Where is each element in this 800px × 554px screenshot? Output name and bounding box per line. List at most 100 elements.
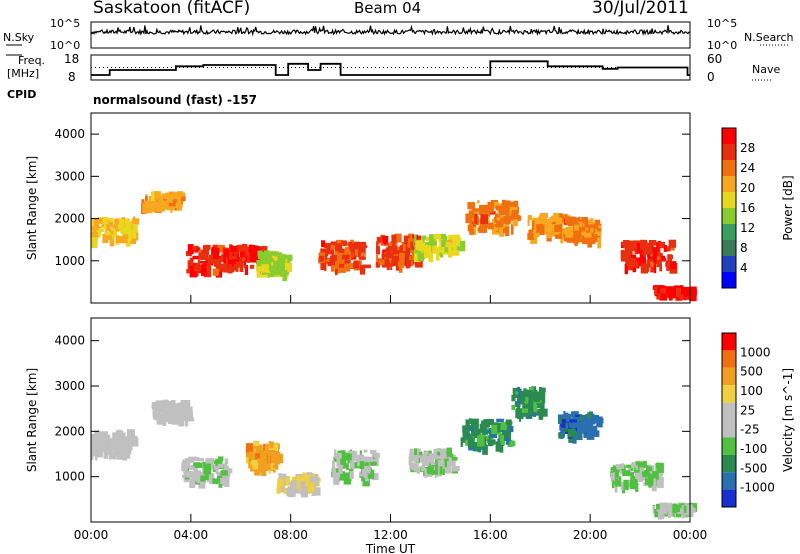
power-cell-6-34	[376, 241, 379, 252]
power-cell-3-44	[228, 256, 232, 268]
power-cell-10-68	[597, 232, 602, 236]
velocity-cell-2-88	[205, 465, 211, 472]
velocity-cell-7-50	[499, 435, 505, 445]
velocity-cell-3-75	[267, 454, 271, 464]
power-cell-10-89	[597, 237, 601, 249]
velocity-cell-5-48	[333, 457, 337, 463]
power-cell-7-59	[414, 253, 421, 263]
power-cell-0-22	[132, 218, 140, 225]
power-cell-9-40	[564, 214, 568, 221]
velocity-cell-4-60	[296, 476, 304, 483]
velocity-cell-7-2	[485, 435, 489, 442]
velocity-cell-6-77	[427, 466, 434, 475]
velocity-cell-4-87	[309, 477, 314, 487]
power-cell-5-29	[325, 243, 331, 249]
power-cell-8-54	[469, 228, 474, 235]
power-cell-3-68	[234, 251, 237, 256]
power-cell-12-87	[683, 288, 688, 292]
power-cell-1-34	[180, 199, 183, 206]
power-cell-6-24	[394, 233, 402, 243]
power-cell-7-7	[428, 252, 434, 263]
power-cell-5-42	[330, 262, 335, 272]
nave-label: Nave	[752, 63, 781, 76]
velocity-cell-8-49	[517, 386, 521, 391]
power-cell-5-83	[353, 261, 360, 269]
velocity-cell-4-81	[278, 473, 282, 479]
velocity-cell-7-55	[495, 441, 501, 452]
power-cell-11-72	[668, 239, 677, 248]
power-cell-2-76	[205, 268, 209, 276]
power-cell-12-81	[657, 289, 661, 300]
velocity-cell-0-47	[111, 437, 120, 448]
power-cell-10-71	[573, 235, 577, 242]
power-cell-11-64	[620, 250, 625, 259]
velocity-cell-2-32	[192, 473, 199, 477]
velocity-cell-4-88	[300, 481, 306, 491]
velocity-cell-4-11	[314, 487, 321, 496]
velocity-cell-9-59	[587, 426, 591, 432]
power-cell-5-47	[338, 247, 343, 257]
velocity-cell-3-84	[259, 465, 267, 473]
velocity-cell-2-87	[220, 470, 228, 476]
power-cell-11-30	[646, 252, 651, 258]
power-cell-6-89	[398, 261, 405, 268]
velocity-cell-2-35	[208, 465, 215, 470]
velocity-cell-11-76	[670, 506, 673, 517]
power-cell-8-89	[488, 223, 494, 230]
velocity-cell-5-27	[371, 472, 379, 481]
power-cell-8-69	[465, 213, 473, 224]
velocity-cell-10-82	[652, 471, 656, 480]
velocity-cell-5-80	[346, 453, 352, 461]
velocity-cell-5-1	[371, 453, 376, 458]
velocity-cell-8-83	[518, 388, 522, 398]
nave-tick-top: 60	[707, 52, 722, 66]
power-cell-0-77	[102, 217, 108, 225]
power-cell-5-5	[362, 255, 365, 260]
velocity-cell-3-76	[252, 459, 258, 470]
velocity-cell-9-81	[566, 413, 572, 422]
velocity-ytick-label-0: 4000	[54, 334, 85, 348]
power-cell-8-70	[467, 224, 472, 232]
power-cell-0-49	[98, 217, 105, 224]
power-cell-0-73	[91, 231, 98, 242]
velocity-cell-8-79	[511, 404, 516, 411]
velocity-cell-7-48	[501, 430, 507, 435]
velocity-data-cells	[91, 386, 697, 520]
power-cell-11-66	[640, 263, 649, 274]
velocity-cell-6-78	[425, 450, 431, 455]
velocity-cell-0-60	[123, 445, 127, 454]
power-cell-0-61	[115, 224, 123, 230]
freq-panel-frame	[90, 54, 691, 81]
velocity-cell-0-66	[98, 434, 101, 446]
power-cell-4-75	[284, 270, 288, 280]
power-cell-1-84	[180, 196, 186, 202]
power-cell-2-74	[208, 254, 215, 263]
velocity-cell-0-83	[109, 451, 117, 460]
power-cell-3-84	[235, 261, 239, 272]
velocity-cell-0-72	[118, 448, 124, 459]
velocity-colorbar-tick-0: 1000	[740, 345, 771, 359]
velocity-cell-8-33	[523, 411, 528, 417]
velocity-colorbar-seg-6	[722, 437, 736, 455]
power-cell-6-48	[376, 236, 382, 243]
velocity-cell-3-19	[272, 446, 279, 457]
power-cell-5-75	[354, 249, 359, 256]
velocity-cell-10-70	[631, 471, 634, 479]
freq-tick-bottom: 8	[68, 70, 76, 84]
velocity-cell-3-78	[259, 458, 264, 469]
power-cell-5-73	[335, 243, 342, 247]
velocity-cell-1-87	[181, 407, 188, 414]
noise-right-tick-bottom: 10^0	[707, 39, 737, 52]
velocity-cell-3-68	[255, 447, 263, 457]
velocity-cell-0-35	[91, 450, 94, 460]
power-cell-2-66	[189, 268, 198, 278]
velocity-cell-2-7	[194, 456, 200, 461]
power-cell-6-78	[375, 262, 380, 268]
velocity-cell-6-85	[437, 451, 441, 456]
velocity-cell-4-66	[292, 489, 296, 497]
power-cell-11-77	[629, 240, 636, 251]
power-cell-10-54	[580, 226, 585, 231]
power-cell-4-85	[273, 260, 276, 268]
power-cell-6-30	[394, 248, 400, 256]
